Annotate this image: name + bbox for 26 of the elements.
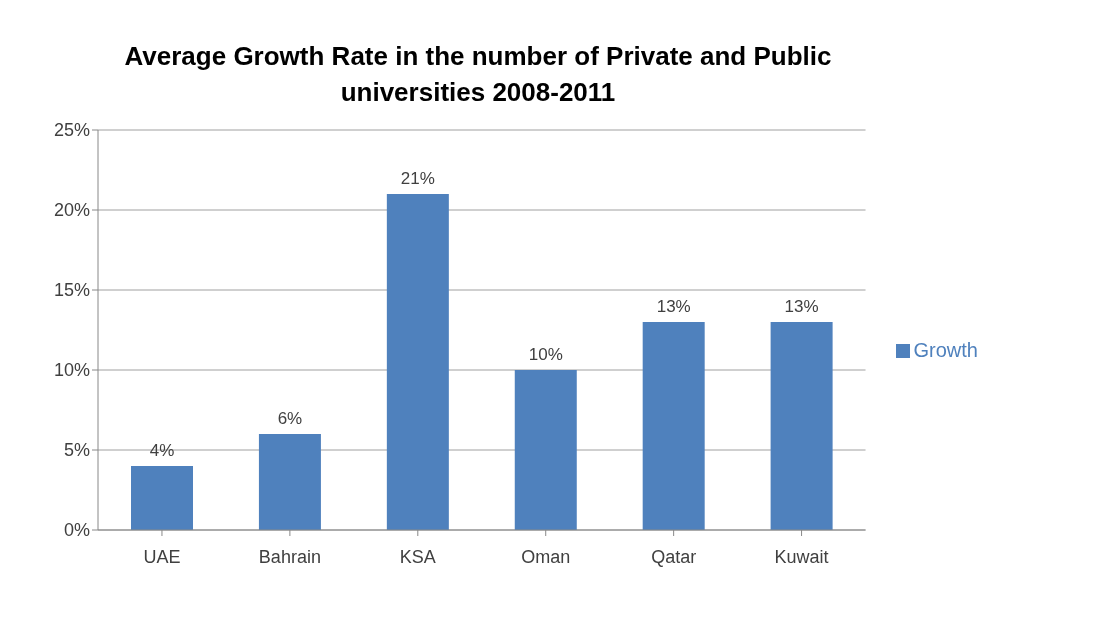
x-tick-label: Qatar [651, 546, 697, 567]
x-tick-label: UAE [143, 546, 181, 567]
y-tick-label: 0% [63, 520, 90, 541]
bar [386, 194, 449, 530]
data-label: 4% [149, 441, 175, 460]
bar [131, 466, 193, 530]
bar [514, 370, 577, 530]
y-tick-label: 20% [53, 200, 90, 221]
bar [642, 322, 705, 530]
data-label: 21% [400, 169, 435, 188]
data-label: 13% [784, 297, 819, 316]
data-label: 10% [528, 345, 563, 364]
x-tick-label: Bahrain [258, 546, 321, 567]
legend-label: Growth [913, 338, 978, 361]
chart-title: Average Growth Rate in the number of Private and Public universities 2008-2011 [123, 40, 833, 109]
y-tick-label: 5% [63, 440, 90, 461]
y-tick-label: 25% [53, 120, 90, 141]
y-tick-label: 10% [53, 360, 90, 381]
data-label: 13% [656, 297, 691, 316]
y-tick-label: 15% [53, 280, 90, 301]
x-tick-label: Oman [521, 546, 571, 567]
bar [770, 322, 833, 530]
x-tick-label: Kuwait [774, 546, 829, 567]
x-tick-label: KSA [399, 546, 436, 567]
data-label: 6% [277, 409, 303, 428]
bar [258, 434, 321, 530]
